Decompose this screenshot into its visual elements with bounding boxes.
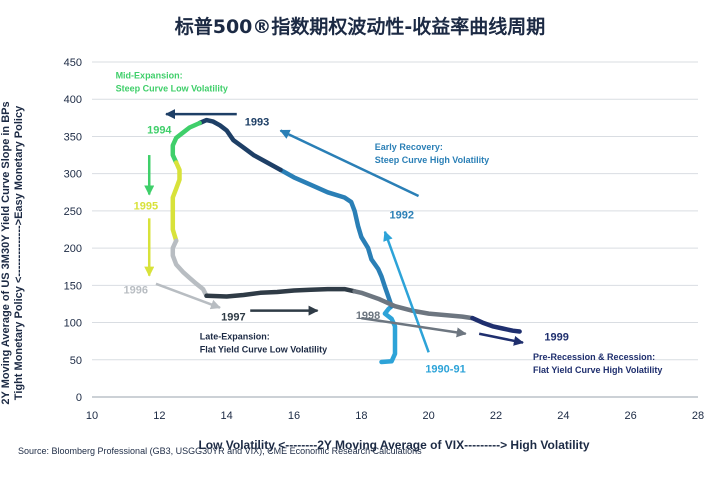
phase-annotation-line: Late-Expansion: [200,332,270,342]
y-tick-label: 150 [64,280,82,292]
x-tick-label: 14 [221,410,233,422]
y-axis-label-line-2: Tight Monetary Policy <-------------->Ea… [13,105,25,401]
phase-annotation: Mid-Expansion: Steep Curve Low Volatility [116,70,228,93]
year-label-1996: 1996 [124,285,148,297]
series-line-1992 [278,167,394,309]
year-label-1998: 1998 [356,310,380,322]
gridlines [92,61,698,398]
series-line-1999 [470,315,522,334]
y-tick-label: 350 [64,131,82,143]
year-label-1997: 1997 [221,311,245,323]
x-tick-label: 20 [423,410,435,422]
phase-annotation-line: Flat Yield Curve High Volatility [533,365,662,375]
series-line-1995 [170,160,182,243]
direction-arrows [144,109,524,353]
year-label-1995: 1995 [134,200,158,212]
phase-annotation-line: Flat Yield Curve Low Volatility [200,345,327,355]
y-axis-label: 2Y Moving Average of US 3M30Y Yield Curv… [0,83,26,423]
series-line-1994 [170,120,202,165]
direction-arrow [155,282,221,310]
series-line-1990-91 [379,303,398,365]
x-tick-label: 12 [153,410,165,422]
series-line-1993 [197,117,283,173]
phase-annotation: Early Recovery: Steep Curve High Volatili… [375,142,489,165]
phase-annotation: Pre-Recession & Recession: Flat Yield Cur… [533,352,662,375]
series-line-1998 [352,289,475,321]
phase-annotation: Late-Expansion: Flat Yield Curve Low Vola… [200,332,327,355]
x-tick-label: 24 [557,410,569,422]
y-tick-label: 200 [64,243,82,255]
direction-arrow [279,129,420,198]
y-tick-label: 50 [70,355,82,367]
series-line-1996 [170,238,209,299]
y-tick-label: 300 [64,169,82,181]
x-tick-label: 22 [490,410,502,422]
x-tick-label: 16 [288,410,300,422]
series-line-1997 [204,286,357,299]
phase-annotations: Mid-Expansion: Steep Curve Low Volatility… [116,70,663,374]
year-label-1993: 1993 [245,116,269,128]
y-tick-label: 100 [64,318,82,330]
year-label-1999: 1999 [544,331,568,343]
phase-annotation-line: Pre-Recession & Recession: [533,352,655,362]
year-label-1994: 1994 [147,124,172,136]
phase-annotation-line: Mid-Expansion: [116,70,183,80]
y-tick-label: 450 [64,57,82,69]
year-label-1990-91: 1990-91 [425,363,465,375]
source-note: Source: Bloomberg Professional (GB3, USG… [18,446,422,456]
x-tick-label: 28 [692,410,704,422]
x-tick-label: 26 [625,410,637,422]
year-label-1992: 1992 [389,209,413,221]
x-tick-label: 10 [86,410,98,422]
y-tick-label: 0 [76,392,82,404]
phase-annotation-line: Early Recovery: [375,142,443,152]
phase-annotation-line: Steep Curve Low Volatility [116,83,228,93]
direction-arrow [361,316,467,338]
direction-arrow [383,230,430,353]
y-tick-label: 250 [64,206,82,218]
x-tick-label: 18 [355,410,367,422]
chart-title: 标普500®指数期权波动性-收益率曲线周期 [174,16,546,38]
year-labels: 1990-91 1992 1993 1994 1995 1996 1997 1998 1999 [124,116,569,375]
y-axis-ticks: 0 50 100 150 200 250 300 350 400 450 [64,57,82,404]
y-axis-label-line-1: 2Y Moving Average of US 3M30Y Yield Curv… [0,101,12,405]
y-tick-label: 400 [64,94,82,106]
series-lines [170,117,522,365]
phase-annotation-line: Steep Curve High Volatility [375,155,489,165]
x-axis-ticks: 10 12 14 16 18 20 22 24 26 28 [86,410,704,422]
x-axis-label: Low Volatility <--------2Y Moving Averag… [198,438,590,452]
direction-arrow [478,332,524,346]
